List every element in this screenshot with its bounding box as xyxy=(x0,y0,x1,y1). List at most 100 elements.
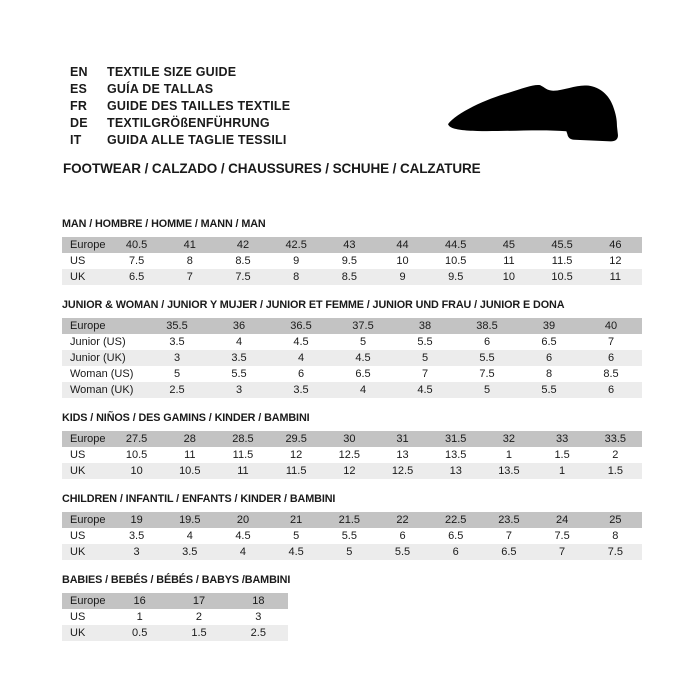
size-cell: 6.5 xyxy=(110,269,164,285)
size-section: JUNIOR & WOMAN / JUNIOR Y MUJER / JUNIOR… xyxy=(62,299,644,398)
table-row: UK 10 10.5 11 11.5 12 12.5 13 13.5 1 1.5 xyxy=(62,463,642,479)
size-cell: 20 xyxy=(216,512,270,528)
size-cell: 7.5 xyxy=(216,269,270,285)
size-cell: 42.5 xyxy=(269,237,323,253)
size-cell: 10 xyxy=(375,253,430,269)
size-cell: 10.5 xyxy=(429,253,483,269)
size-cell: 18 xyxy=(228,593,288,609)
size-cell: 19.5 xyxy=(163,512,217,528)
table-row: Europe 16 17 18 xyxy=(62,593,288,609)
size-cell: 28 xyxy=(163,431,217,447)
size-cell: 3.5 xyxy=(163,544,217,560)
size-cell: 4.5 xyxy=(269,544,323,560)
size-cell: 32 xyxy=(482,431,536,447)
language-text: TEXTILGRÖßENFÜHRUNG xyxy=(107,116,270,130)
language-row: DE TEXTILGRÖßENFÜHRUNG xyxy=(70,115,644,132)
table-row: US 10.5 11 11.5 12 12.5 13 13.5 1 1.5 2 xyxy=(62,447,642,463)
size-cell: 3.5 xyxy=(110,528,164,544)
size-cell: 7 xyxy=(482,528,536,544)
size-cell: 4 xyxy=(163,528,217,544)
size-cell: 8 xyxy=(518,366,580,382)
table-row: Junior (US) 3.5 4 4.5 5 5.5 6 6.5 7 xyxy=(62,334,642,350)
row-label-cell: Europe xyxy=(62,512,110,528)
table-row: Europe 27.5 28 28.5 29.5 30 31 31.5 32 33 33.5 xyxy=(62,431,642,447)
row-label-cell: UK xyxy=(62,269,110,285)
row-label-cell: Europe xyxy=(62,593,110,609)
table-row: UK 0.5 1.5 2.5 xyxy=(62,625,288,641)
size-cell: 10.5 xyxy=(163,463,217,479)
size-table: Europe 35.5 36 36.5 37.5 38 38.5 39 40 Junior (US… xyxy=(62,318,642,398)
size-cell: 40.5 xyxy=(110,237,164,253)
size-cell: 4 xyxy=(332,382,394,398)
size-section: MAN / HOMBRE / HOMME / MANN / MAN Europe 4… xyxy=(62,218,644,285)
language-list: EN TEXTILE SIZE GUIDE ES GUÍA DE TALLAS FR GU… xyxy=(70,64,644,149)
size-cell: 5.5 xyxy=(375,544,430,560)
table-row: US 3.5 4 4.5 5 5.5 6 6.5 7 7.5 8 xyxy=(62,528,642,544)
size-cell: 12 xyxy=(269,447,323,463)
size-cell: 25 xyxy=(588,512,642,528)
size-cell: 11 xyxy=(163,447,217,463)
table-row: Europe 19 19.5 20 21 21.5 22 22.5 23.5 24 25 xyxy=(62,512,642,528)
size-cell: 8 xyxy=(269,269,323,285)
size-cell: 11.5 xyxy=(269,463,323,479)
size-cell: 12.5 xyxy=(375,463,430,479)
size-cell: 5.5 xyxy=(456,350,518,366)
size-cell: 3.5 xyxy=(208,350,270,366)
size-cell: 5.5 xyxy=(518,382,580,398)
size-tables: MAN / HOMBRE / HOMME / MANN / MAN Europe 4… xyxy=(62,218,644,641)
size-cell: 11 xyxy=(588,269,642,285)
table-row: US 7.5 8 8.5 9 9.5 10 10.5 11 11.5 12 xyxy=(62,253,642,269)
language-row: IT GUIDA ALLE TAGLIE TESSILI xyxy=(70,132,644,149)
language-row: EN TEXTILE SIZE GUIDE xyxy=(70,64,644,81)
size-cell: 45 xyxy=(482,237,536,253)
size-cell: 39 xyxy=(518,318,580,334)
category-heading: FOOTWEAR / CALZADO / CHAUSSURES / SCHUHE… xyxy=(63,161,481,176)
size-cell: 5 xyxy=(394,350,456,366)
size-cell: 6 xyxy=(518,350,580,366)
size-cell: 5 xyxy=(332,334,394,350)
size-cell: 10 xyxy=(110,463,164,479)
size-cell: 12.5 xyxy=(322,447,376,463)
size-cell: 1.5 xyxy=(169,625,229,641)
size-cell: 11.5 xyxy=(216,447,270,463)
size-cell: 9.5 xyxy=(322,253,376,269)
size-cell: 13 xyxy=(375,447,430,463)
size-table: Europe 19 19.5 20 21 21.5 22 22.5 23.5 24 25 US 3.5 4… xyxy=(62,512,642,560)
size-cell: 4.5 xyxy=(216,528,270,544)
size-cell: 5.5 xyxy=(394,334,456,350)
table-row: Europe 35.5 36 36.5 37.5 38 38.5 39 40 xyxy=(62,318,642,334)
row-label-cell: Europe xyxy=(62,431,110,447)
size-cell: 37.5 xyxy=(332,318,394,334)
size-cell: 6 xyxy=(580,382,642,398)
row-label-cell: Woman (UK) xyxy=(62,382,146,398)
size-section: KIDS / NIÑOS / DES GAMINS / KINDER / BAM… xyxy=(62,412,644,479)
size-cell: 23.5 xyxy=(482,512,536,528)
size-cell: 6 xyxy=(429,544,483,560)
size-cell: 5 xyxy=(269,528,323,544)
size-cell: 43 xyxy=(322,237,376,253)
size-cell: 7.5 xyxy=(588,544,642,560)
size-cell: 6.5 xyxy=(332,366,394,382)
size-cell: 5.5 xyxy=(208,366,270,382)
size-cell: 10.5 xyxy=(110,447,164,463)
section-title: KIDS / NIÑOS / DES GAMINS / KINDER / BAM… xyxy=(62,412,310,424)
size-cell: 4.5 xyxy=(270,334,332,350)
size-cell: 0.5 xyxy=(110,625,170,641)
size-guide-content: EN TEXTILE SIZE GUIDE ES GUÍA DE TALLAS FR GU… xyxy=(62,64,644,641)
size-cell: 13.5 xyxy=(482,463,536,479)
size-cell: 6.5 xyxy=(482,544,536,560)
size-cell: 22.5 xyxy=(429,512,483,528)
row-label-cell: US xyxy=(62,609,110,625)
row-label-cell: Europe xyxy=(62,237,110,253)
size-cell: 7 xyxy=(535,544,589,560)
size-cell: 7 xyxy=(580,334,642,350)
table-row: UK 6.5 7 7.5 8 8.5 9 9.5 10 10.5 11 xyxy=(62,269,642,285)
size-cell: 36.5 xyxy=(270,318,332,334)
table-row: UK 3 3.5 4 4.5 5 5.5 6 6.5 7 7.5 xyxy=(62,544,642,560)
size-cell: 4 xyxy=(270,350,332,366)
size-cell: 7 xyxy=(394,366,456,382)
row-label-cell: UK xyxy=(62,544,110,560)
size-table: Europe 27.5 28 28.5 29.5 30 31 31.5 32 33 33.5 US 10… xyxy=(62,431,642,479)
size-cell: 6.5 xyxy=(429,528,483,544)
size-cell: 46 xyxy=(588,237,642,253)
